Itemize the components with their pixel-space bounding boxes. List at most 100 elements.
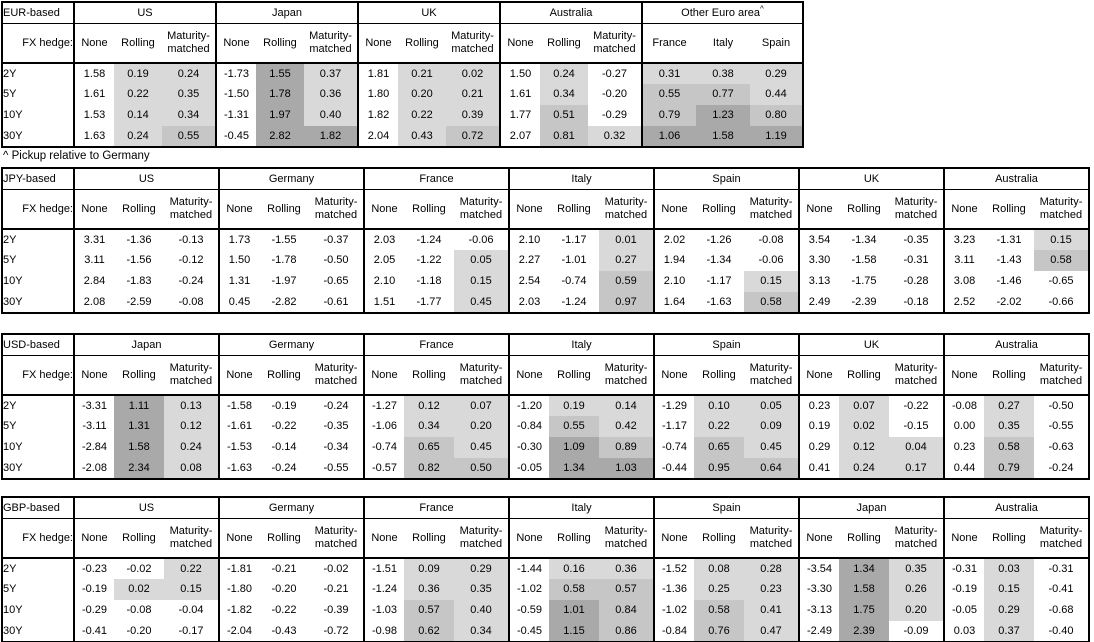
value-cell: -2.02 bbox=[996, 295, 1022, 308]
country-name: US bbox=[137, 6, 153, 19]
hedge-column-header: None bbox=[508, 189, 549, 230]
value-cell: 2.04 bbox=[357, 126, 398, 147]
country-name: UK bbox=[863, 172, 880, 185]
value-cell: 1.11 bbox=[114, 395, 164, 416]
value-cell: -3.54 bbox=[798, 558, 839, 579]
table-row: 2Y 3.31 -1.36 -0.13 1.73 -1.55 -0.37 2.03 -1.24 -… bbox=[2, 229, 1089, 250]
value-cell: 0.09 bbox=[744, 416, 799, 437]
value-cell: -2.49 bbox=[798, 621, 839, 642]
hedge-column-header: None bbox=[363, 518, 404, 559]
value-cell: 0.12 bbox=[839, 437, 889, 458]
fx-hedge-label: FX hedge: bbox=[2, 355, 74, 396]
value-cell: -0.02 bbox=[323, 562, 349, 575]
value-cell: -0.08 bbox=[178, 295, 204, 308]
value-cell: 3.11 bbox=[73, 250, 114, 271]
hedge-column-header: None bbox=[943, 518, 984, 559]
value-cell: 0.84 bbox=[599, 600, 654, 621]
value-cell: 0.42 bbox=[599, 416, 654, 437]
value-cell: 0.19 bbox=[114, 63, 162, 84]
value-cell: -1.17 bbox=[706, 275, 732, 288]
value-cell: -0.18 bbox=[903, 295, 929, 308]
value-cell: 0.31 bbox=[641, 63, 696, 84]
value-cell: -1.63 bbox=[706, 295, 732, 308]
value-cell: 2.05 bbox=[363, 250, 404, 271]
value-cell: -1.44 bbox=[508, 558, 549, 579]
country-header: UK bbox=[357, 2, 500, 24]
value-cell: 0.23 bbox=[798, 395, 839, 416]
value-cell: 0.47 bbox=[744, 621, 799, 642]
value-cell: -0.72 bbox=[323, 624, 349, 637]
value-cell: -1.36 bbox=[126, 233, 152, 246]
country-header: Australia bbox=[943, 168, 1089, 190]
value-cell: 0.32 bbox=[588, 126, 642, 147]
tenor-row-label: 5Y bbox=[3, 88, 17, 101]
value-cell: 0.07 bbox=[454, 395, 509, 416]
hedge-column-header: None bbox=[218, 518, 259, 559]
value-cell: 1.51 bbox=[363, 292, 404, 313]
hedge-column-header: Rolling bbox=[984, 518, 1034, 559]
hedge-column-header: Maturity-matched bbox=[304, 23, 358, 64]
value-cell: -0.59 bbox=[508, 600, 549, 621]
country-header: Germany bbox=[218, 334, 364, 356]
value-cell: 1.73 bbox=[218, 229, 259, 250]
value-cell: 1.01 bbox=[549, 600, 599, 621]
hedge-column-header: None bbox=[363, 189, 404, 230]
value-cell: 0.29 bbox=[750, 63, 803, 84]
value-cell: -0.24 bbox=[323, 399, 349, 412]
value-cell: 2.82 bbox=[256, 126, 304, 147]
value-cell: 0.35 bbox=[984, 416, 1034, 437]
value-cell: 0.00 bbox=[943, 416, 984, 437]
value-cell: -1.06 bbox=[363, 416, 404, 437]
value-cell: -0.20 bbox=[271, 583, 297, 596]
value-cell: 0.02 bbox=[839, 416, 889, 437]
value-cell: 2.54 bbox=[508, 271, 549, 292]
value-cell: 0.24 bbox=[114, 126, 162, 147]
fx-hedge-label: FX hedge: bbox=[2, 518, 74, 559]
country-header: Australia bbox=[499, 2, 642, 24]
value-cell: -0.19 bbox=[73, 579, 114, 600]
value-cell: -0.41 bbox=[73, 621, 114, 642]
value-cell: -0.08 bbox=[758, 233, 784, 246]
tenor-row-label: 10Y bbox=[3, 604, 23, 617]
value-cell: 0.15 bbox=[454, 271, 509, 292]
value-cell: 2.34 bbox=[114, 458, 164, 479]
value-cell: 0.86 bbox=[599, 621, 654, 642]
gbp-based-table: GBP-based US Germany France Italy Spain Japan A… bbox=[1, 496, 1090, 642]
hedge-column-header: Maturity-matched bbox=[599, 518, 654, 559]
hedge-column-header: None bbox=[653, 355, 694, 396]
value-cell: 1.82 bbox=[357, 105, 398, 126]
value-cell: 1.19 bbox=[750, 126, 803, 147]
country-header: Japan bbox=[798, 497, 944, 519]
hedge-column-header: Rolling bbox=[984, 189, 1034, 230]
hedge-column-header: Maturity-matched bbox=[454, 189, 509, 230]
value-cell: 3.30 bbox=[798, 250, 839, 271]
value-cell: -1.52 bbox=[653, 558, 694, 579]
value-cell: -0.74 bbox=[363, 437, 404, 458]
value-cell: 0.41 bbox=[798, 458, 839, 479]
fx-hedge-label: FX hedge: bbox=[2, 189, 74, 230]
value-cell: -1.51 bbox=[363, 558, 404, 579]
value-cell: 2.27 bbox=[508, 250, 549, 271]
value-cell: -0.20 bbox=[601, 88, 628, 101]
country-header: Italy bbox=[508, 334, 654, 356]
value-cell: -0.12 bbox=[178, 254, 204, 267]
value-cell: 0.02 bbox=[446, 63, 500, 84]
value-cell: 1.03 bbox=[599, 458, 654, 479]
value-cell: 1.31 bbox=[114, 416, 164, 437]
country-name: Australia bbox=[995, 338, 1038, 351]
value-cell: 0.45 bbox=[218, 292, 259, 313]
value-cell: -0.31 bbox=[1048, 562, 1074, 575]
value-cell: -1.46 bbox=[996, 275, 1022, 288]
tenor-row-label: 10Y bbox=[3, 109, 23, 122]
value-cell: -0.40 bbox=[1048, 624, 1074, 637]
value-cell: 0.34 bbox=[454, 621, 509, 642]
value-cell: 0.15 bbox=[744, 271, 799, 292]
value-cell: -0.09 bbox=[903, 624, 929, 637]
value-cell: 0.58 bbox=[694, 600, 744, 621]
value-cell: -0.28 bbox=[903, 275, 929, 288]
value-cell: 0.57 bbox=[404, 600, 454, 621]
hedge-column-header: Rolling bbox=[694, 518, 744, 559]
value-cell: 2.02 bbox=[653, 229, 694, 250]
value-cell: 1.61 bbox=[499, 84, 540, 105]
value-cell: -0.43 bbox=[271, 624, 297, 637]
